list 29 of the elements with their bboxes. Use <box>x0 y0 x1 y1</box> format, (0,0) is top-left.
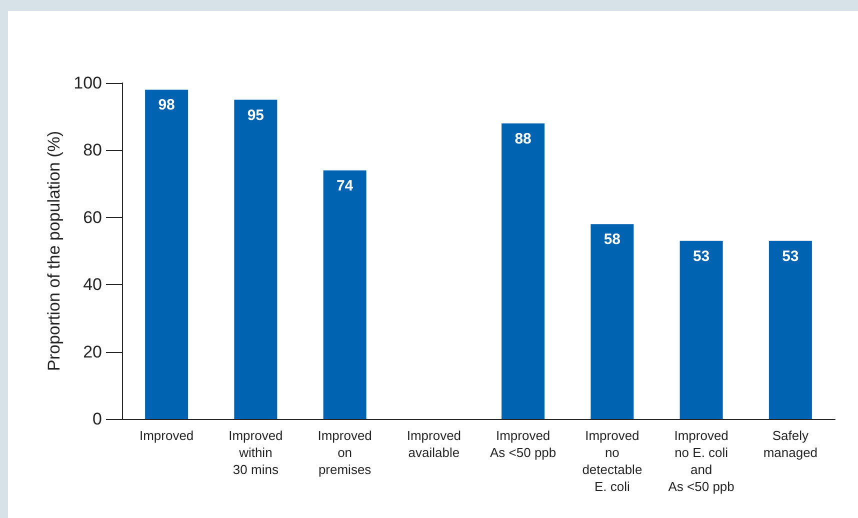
x-tick-label: Improved on premises <box>318 428 372 477</box>
data-label: 74 <box>336 177 354 194</box>
y-tick-label: 20 <box>83 342 102 362</box>
x-tick-label: Improved no E. coli and As <50 ppb <box>668 428 734 494</box>
data-label: 58 <box>604 231 621 248</box>
y-axis-title: Proportion of the population (%) <box>44 130 64 372</box>
x-tick-label: Improved available <box>406 428 462 460</box>
bar <box>145 90 188 419</box>
x-tick-label: Safely managed <box>763 428 818 460</box>
x-tick-label: Improved <box>139 428 194 443</box>
data-label: 53 <box>782 248 799 265</box>
data-label: 98 <box>158 96 175 114</box>
y-tick-label: 0 <box>92 410 102 428</box>
y-tick-label: 60 <box>83 208 102 227</box>
data-label: 95 <box>247 106 264 124</box>
bar <box>502 123 545 419</box>
x-tick-label: Improved no detectable E. coli <box>582 428 642 494</box>
data-label: 88 <box>514 130 532 148</box>
bar <box>323 170 366 419</box>
data-label: 53 <box>692 248 710 265</box>
bar <box>768 240 812 419</box>
y-tick-label: 40 <box>83 275 102 294</box>
x-tick-label: Improved As <50 ppb <box>490 428 556 460</box>
bar <box>234 100 278 419</box>
y-tick-label: 100 <box>74 74 102 92</box>
y-tick-label: 80 <box>83 140 102 160</box>
x-tick-label: Improved within 30 mins <box>228 428 283 477</box>
bar <box>590 224 634 419</box>
bar <box>680 240 723 419</box>
